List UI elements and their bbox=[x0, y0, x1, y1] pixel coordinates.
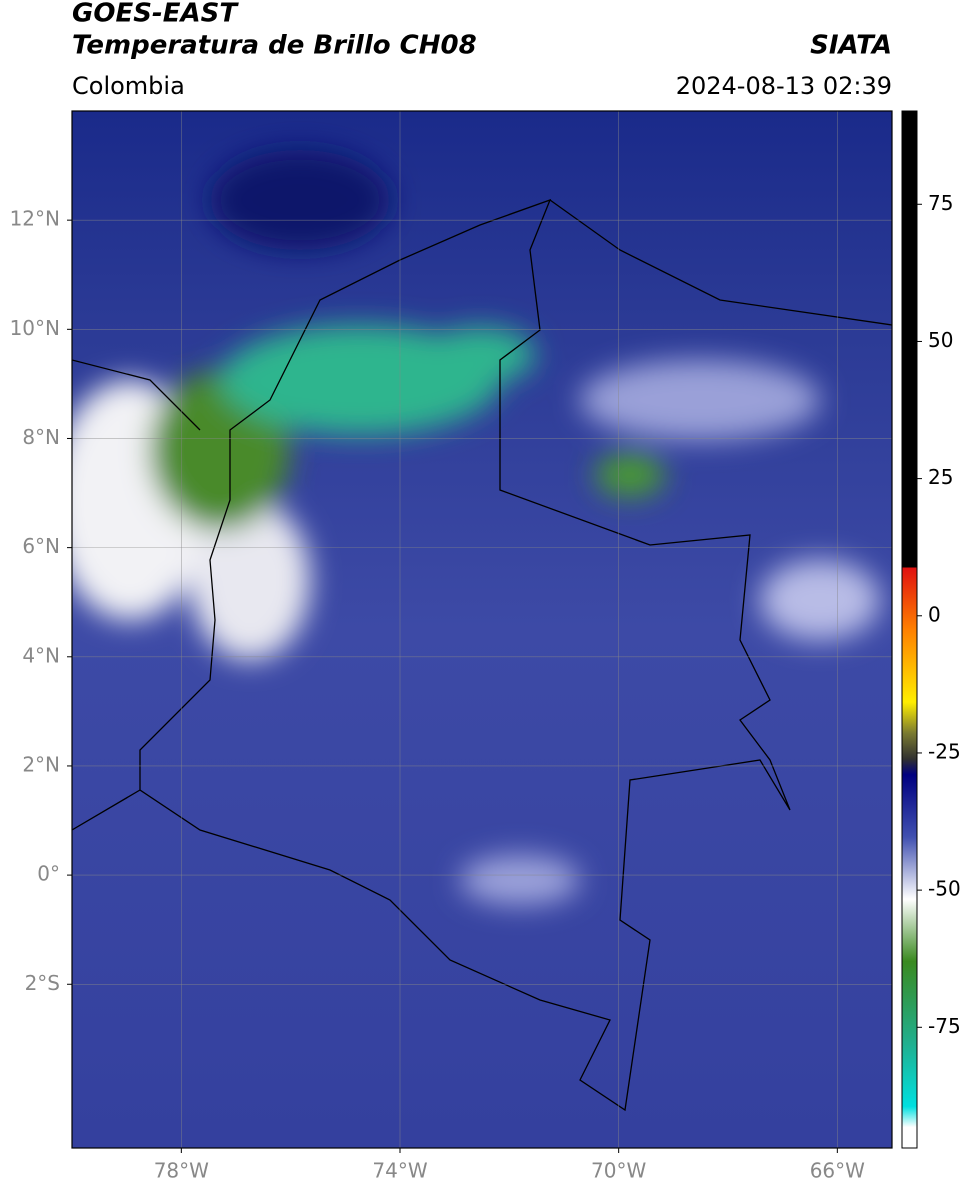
colorbar-tick-label: 25 bbox=[928, 465, 953, 489]
subtitle: Temperatura de Brillo CH08 bbox=[72, 31, 477, 61]
x-tick-label: 66°W bbox=[810, 1159, 865, 1183]
colorbar-tick-label: -25 bbox=[928, 739, 961, 763]
colorbar-tick-label: 75 bbox=[928, 191, 953, 215]
datetime: 2024-08-13 02:39 bbox=[676, 72, 892, 100]
region: Colombia bbox=[72, 72, 185, 100]
colorbar-tick-label: 0 bbox=[928, 602, 941, 626]
y-tick-label: 2°S bbox=[25, 971, 60, 995]
y-tick-label: 0° bbox=[37, 862, 60, 886]
y-tick-label: 12°N bbox=[10, 207, 60, 231]
y-tick-label: 8°N bbox=[22, 425, 60, 449]
y-tick-label: 2°N bbox=[22, 752, 60, 776]
title: GOES-EAST bbox=[72, 0, 239, 29]
colorbar-tick-label: -75 bbox=[928, 1014, 961, 1038]
colorbar-tick-label: -50 bbox=[928, 877, 961, 901]
y-tick-label: 6°N bbox=[22, 534, 60, 558]
y-tick-label: 4°N bbox=[22, 643, 60, 667]
y-tick-label: 10°N bbox=[10, 316, 60, 340]
source: SIATA bbox=[810, 31, 892, 61]
map-frame bbox=[71, 110, 893, 1149]
colorbar bbox=[901, 110, 918, 1149]
satellite-image bbox=[72, 111, 892, 1148]
x-tick-label: 78°W bbox=[154, 1159, 209, 1183]
x-tick-label: 74°W bbox=[372, 1159, 427, 1183]
x-tick-label: 70°W bbox=[591, 1159, 646, 1183]
colorbar-tick-label: 50 bbox=[928, 328, 953, 352]
